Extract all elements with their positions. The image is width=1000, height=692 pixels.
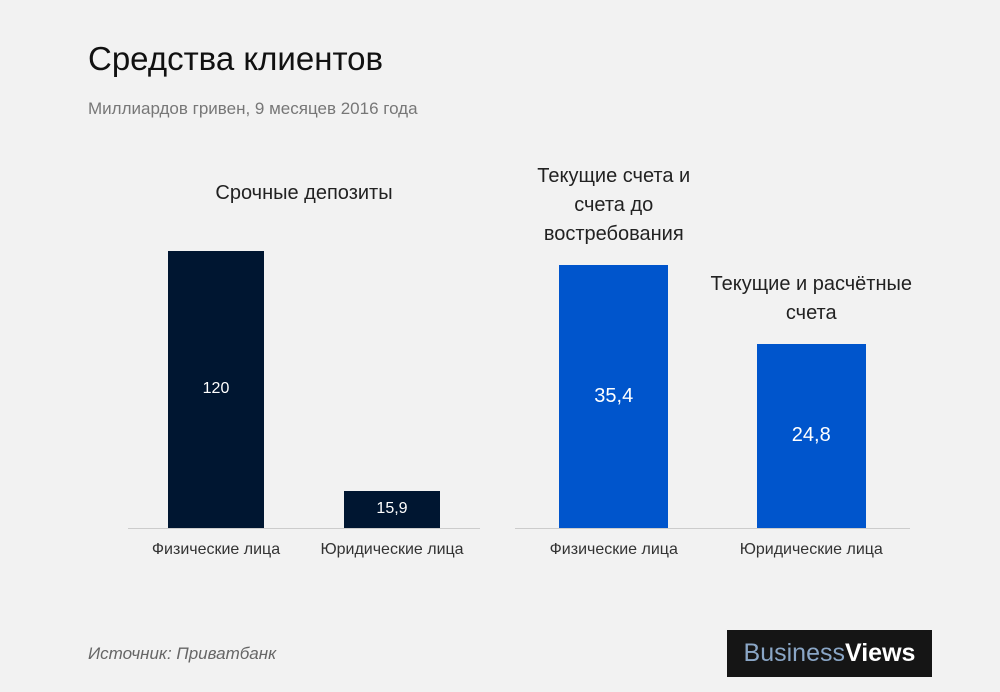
bar — [559, 265, 669, 528]
x-tick-label: Физические лица — [549, 541, 678, 558]
value-label: 15,9 — [376, 500, 408, 518]
chart-title: Срочные депозиты — [215, 182, 393, 204]
value-label: 120 — [202, 379, 230, 397]
page-title: Средства клиентов — [88, 40, 384, 77]
source: Источник: Приватбанк — [88, 644, 277, 663]
x-tick-label: Физические лица — [151, 541, 281, 558]
bar — [167, 251, 265, 528]
logo: BusinessViews — [727, 630, 932, 677]
bar — [756, 343, 866, 528]
logo-first: Business — [743, 639, 845, 667]
bar — [343, 491, 441, 528]
x-tick-label: Юридические лица — [320, 541, 464, 558]
logo-second: Views — [845, 639, 916, 667]
axis-line — [515, 528, 910, 529]
subtitle: Миллиардов гривен, 9 месяцев 2016 года — [88, 99, 418, 118]
value-label: 24,8 — [791, 423, 831, 446]
axis-line — [128, 528, 480, 529]
value-label: 35,4 — [594, 384, 634, 407]
x-tick-label: Юридические лица — [739, 541, 883, 558]
annotation: Текущие и расчётные счета — [710, 272, 913, 324]
annotation: Текущие счета и счета до востребования — [537, 165, 691, 245]
